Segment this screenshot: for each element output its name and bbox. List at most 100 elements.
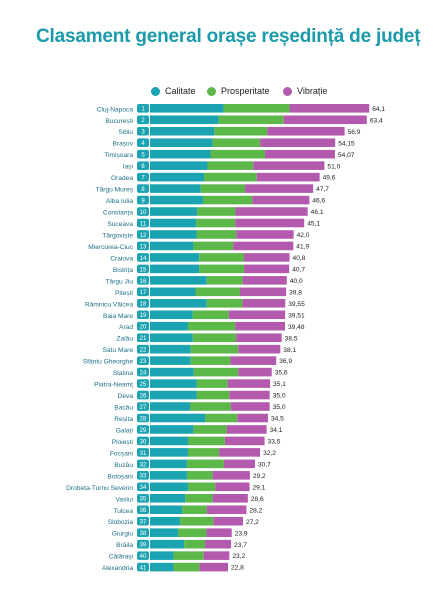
city-label: Drobeta-Turnu Severin <box>66 485 133 492</box>
bar-segment-calitate <box>150 184 201 193</box>
total-value-label: 30,7 <box>258 461 271 468</box>
bar-segment-vibratie <box>213 516 244 526</box>
rank-badge <box>137 321 149 331</box>
city-label: Bistrița <box>113 267 133 274</box>
rank-number: 24 <box>140 371 147 377</box>
bar-segment-calitate <box>150 402 191 411</box>
rank-badge <box>137 184 149 193</box>
rank-badge <box>137 425 149 434</box>
bar-segment-prosperitate <box>193 425 227 434</box>
bar-segment-vibratie <box>236 230 294 239</box>
bar-segment-vibratie <box>228 310 286 320</box>
city-label: Iași <box>123 164 134 171</box>
city-label: Alba Iulia <box>106 198 133 205</box>
bar-segment-calitate <box>150 551 174 560</box>
rank-badge <box>137 241 149 251</box>
rank-badge <box>137 367 149 377</box>
bar-segment-calitate <box>150 516 181 526</box>
bar-segment-calitate <box>150 367 194 377</box>
bar-segment-vibratie <box>230 356 277 365</box>
rank-badge <box>137 195 149 205</box>
bar-segment-calitate <box>150 161 208 170</box>
city-label: Slatina <box>113 370 133 377</box>
rank-number: 4 <box>141 141 145 147</box>
total-value-label: 28,6 <box>251 496 264 503</box>
total-value-label: 27,2 <box>246 519 259 526</box>
bar-segment-calitate <box>150 207 198 216</box>
city-label: Giurgiu <box>112 531 134 538</box>
rank-badge <box>137 207 149 216</box>
bar-segment-calitate <box>150 379 197 388</box>
city-label: Călărași <box>109 554 134 561</box>
bar-segment-calitate <box>150 493 186 503</box>
bar-segment-prosperitate <box>193 241 234 251</box>
bar-segment-calitate <box>150 310 193 320</box>
total-value-label: 33,5 <box>268 439 281 446</box>
bar-segment-prosperitate <box>196 218 236 228</box>
city-label: Zalău <box>117 336 134 343</box>
chart-row: Reșita 28 34,5 <box>114 413 284 423</box>
rank-number: 1 <box>141 107 145 113</box>
bar-segment-calitate <box>150 448 188 457</box>
rank-number: 32 <box>140 462 147 468</box>
bar-segment-prosperitate <box>205 413 238 423</box>
chart-row: Bacău 27 35,0 <box>114 402 286 412</box>
legend-label-prosperitate: Prosperitate <box>221 86 270 96</box>
chart-row: Satu Mare 22 38,1 <box>103 344 296 354</box>
bar-segment-prosperitate <box>214 126 268 136</box>
bar-segment-vibratie <box>223 459 255 469</box>
rank-number: 19 <box>140 313 147 319</box>
total-value-label: 23,7 <box>234 542 247 549</box>
chart-row: Piatra-Neamț 25 35,1 <box>94 379 286 389</box>
total-value-label: 35,0 <box>273 393 286 400</box>
total-value-label: 29,1 <box>253 484 266 491</box>
chart-row: Târgoviște 12 42,0 <box>102 230 310 239</box>
bar-segment-vibratie <box>252 195 310 205</box>
bar-segment-calitate <box>150 459 187 469</box>
bar-segment-prosperitate <box>200 184 246 193</box>
chart-row: Ploiești 30 33,5 <box>112 436 281 446</box>
bar-segment-calitate <box>150 230 197 239</box>
rank-badge <box>137 448 149 457</box>
bar-segment-vibratie <box>215 482 250 492</box>
bar-segment-prosperitate <box>195 287 240 297</box>
chart-row: Baia Mare 19 39,51 <box>103 310 305 320</box>
city-label: Craiova <box>110 255 133 262</box>
city-label: Brașov <box>112 141 133 148</box>
bar-segment-prosperitate <box>185 493 213 503</box>
rank-badge <box>137 115 149 125</box>
rank-badge <box>137 482 149 492</box>
bar-segment-prosperitate <box>192 333 237 342</box>
rank-badge <box>137 138 149 148</box>
bar-segment-prosperitate <box>212 138 261 148</box>
bar-segment-vibratie <box>244 264 290 274</box>
rank-number: 30 <box>140 439 147 445</box>
bar-segment-prosperitate <box>192 310 229 320</box>
chart-row: Alexandria 41 22,8 <box>102 562 244 572</box>
city-label: Deva <box>118 393 134 400</box>
rank-number: 27 <box>140 405 147 411</box>
rank-number: 22 <box>140 348 147 354</box>
bar-segment-vibratie <box>235 321 286 331</box>
legend-swatch-calitate <box>151 86 160 96</box>
rank-badge <box>137 402 149 411</box>
total-value-label: 64,1 <box>372 106 385 113</box>
bar-segment-prosperitate <box>190 402 231 411</box>
chart-row: Focșani 31 32,2 <box>110 448 276 457</box>
rank-number: 26 <box>140 393 147 399</box>
city-label: Satu Mare <box>103 347 134 354</box>
rank-badge <box>137 230 149 239</box>
rank-number: 14 <box>140 256 147 262</box>
city-label: Slobozia <box>108 519 134 526</box>
bar-segment-prosperitate <box>182 505 207 515</box>
total-value-label: 23,2 <box>232 553 245 560</box>
chart-row: Brașov 4 54,15 <box>112 138 355 148</box>
bar-segment-calitate <box>150 195 204 205</box>
bar-segment-vibratie <box>224 436 265 446</box>
rank-number: 39 <box>140 543 147 549</box>
bar-segment-calitate <box>150 138 213 148</box>
rank-badge <box>137 344 149 354</box>
bar-segment-prosperitate <box>187 321 236 331</box>
bar-segment-calitate <box>150 562 174 572</box>
bar-segment-vibratie <box>226 425 267 434</box>
